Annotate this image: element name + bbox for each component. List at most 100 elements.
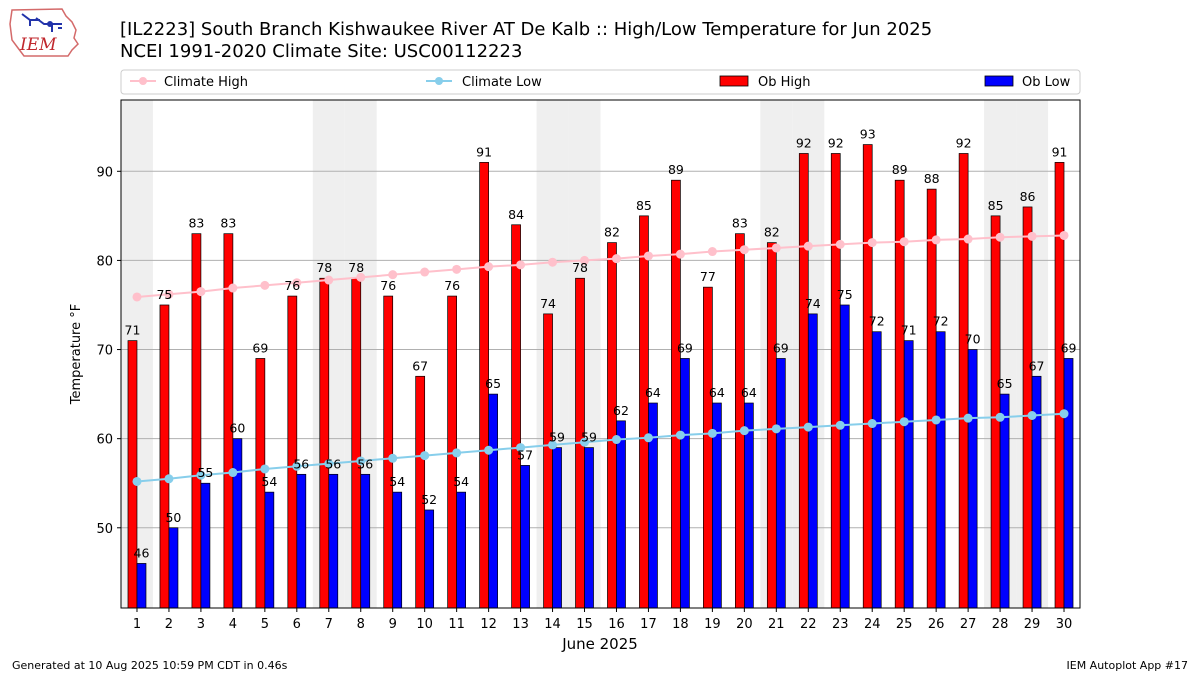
- y-tick-label: 70: [96, 344, 113, 359]
- climate-lines: [132, 230, 1069, 486]
- x-tick-label: 23: [832, 617, 849, 632]
- ob-high-bar: [159, 304, 170, 609]
- ob-high-label: 89: [668, 162, 684, 177]
- ob-low-label: 59: [581, 430, 597, 445]
- x-tick-label: 12: [480, 617, 497, 632]
- climate-high-point: [1059, 230, 1069, 240]
- climate-high-point: [228, 283, 238, 293]
- station-icon: [21, 13, 62, 32]
- ob-low-bar: [360, 473, 371, 609]
- climate-high-point: [580, 255, 590, 265]
- ob-low-bar: [552, 447, 562, 609]
- ob-high-bar: [1022, 206, 1033, 609]
- x-tick-label: 22: [800, 617, 817, 632]
- ob-high-label: 76: [284, 278, 300, 293]
- ob-low-bar: [584, 447, 594, 609]
- ob-high-label: 93: [860, 127, 876, 142]
- climate-high-point: [995, 232, 1005, 242]
- ob-low-bar: [328, 473, 339, 609]
- legend-label-ob-low: Ob Low: [1022, 75, 1071, 90]
- ob-high-label: 85: [636, 198, 652, 213]
- x-tick-label: 4: [229, 617, 237, 632]
- x-tick-label: 8: [357, 617, 365, 632]
- climate-low-point: [611, 435, 621, 445]
- climate-high-point: [452, 264, 462, 274]
- ob-high-label: 85: [988, 198, 1004, 213]
- ob-high-bar: [319, 277, 330, 609]
- chart-title: [IL2223] South Branch Kishwaukee River A…: [120, 19, 932, 40]
- x-tick-label: 26: [928, 617, 945, 632]
- x-tick-label: 14: [544, 617, 561, 632]
- climate-high-point: [356, 272, 366, 282]
- ob-low-bar: [424, 509, 435, 609]
- climate-high-point: [739, 245, 749, 255]
- y-tick-label: 90: [96, 165, 113, 180]
- ob-high-bar: [351, 277, 362, 609]
- bars: [127, 144, 1074, 609]
- x-tick-label: 28: [992, 617, 1009, 632]
- ob-low-bar: [520, 465, 530, 609]
- ob-low-label: 60: [229, 421, 245, 436]
- ob-low-label: 54: [453, 474, 469, 489]
- ob-high-label: 83: [188, 216, 204, 231]
- climate-high-point: [675, 249, 685, 259]
- iowa-outline-icon: [9, 8, 79, 57]
- x-tick-label: 3: [197, 617, 205, 632]
- ob-high-label: 77: [700, 269, 716, 284]
- y-axis: 50 60 70 80 90: [96, 165, 121, 537]
- climate-high-point: [164, 289, 174, 299]
- ob-low-bar: [903, 340, 914, 609]
- climate-high-line: [136, 234, 1065, 298]
- ob-low-label: 75: [837, 287, 853, 302]
- climate-high-point: [867, 238, 877, 248]
- ob-high-bar: [511, 224, 521, 609]
- legend: Climate High Climate Low Ob High Ob Low: [120, 69, 1081, 95]
- climate-high-point: [1027, 231, 1037, 241]
- ob-low-bar: [200, 482, 211, 609]
- x-tick-label: 19: [704, 617, 721, 632]
- x-tick-label: 1: [133, 617, 141, 632]
- ob-low-bar: [807, 313, 818, 609]
- climate-low-line: [136, 412, 1065, 483]
- ob-low-bar: [264, 491, 275, 609]
- app-text: IEM Autoplot App #17: [1067, 659, 1189, 672]
- ob-high-label: 74: [540, 296, 556, 311]
- climate-low-point: [675, 430, 685, 440]
- ob-high-label: 91: [1052, 144, 1068, 159]
- ob-low-bar: [839, 304, 850, 609]
- ob-high-bar: [926, 188, 937, 609]
- ob-low-bar: [168, 527, 179, 609]
- x-tick-label: 24: [864, 617, 881, 632]
- ob-low-bar: [935, 331, 946, 609]
- climate-low-point: [931, 415, 941, 425]
- ob-high-label: 71: [125, 323, 141, 338]
- ob-low-bar: [967, 349, 978, 609]
- ob-high-bar: [990, 215, 1001, 609]
- ob-low-label: 67: [1029, 358, 1045, 373]
- legend-label-climate-high: Climate High: [164, 75, 248, 90]
- ob-high-bar: [671, 179, 681, 609]
- x-tick-label: 17: [640, 617, 657, 632]
- x-axis: 1 2 3 4 5 6 7 8 9 10 11 12 13 14 15 16 17 18 19 20 21 22 23 24 2…: [133, 608, 1072, 632]
- ob-low-bar: [1031, 375, 1042, 609]
- ob-low-label: 56: [325, 456, 341, 471]
- climate-low-point: [420, 451, 430, 461]
- iem-logo[interactable]: IEM: [9, 8, 79, 57]
- climate-low-point: [1027, 410, 1037, 420]
- chart-subtitle: NCEI 1991-2020 Climate Site: USC00112223: [120, 41, 522, 62]
- climate-high-point: [835, 239, 845, 249]
- legend-frame: [120, 69, 1081, 95]
- ob-high-bar: [127, 340, 138, 609]
- climate-high-point: [899, 237, 909, 247]
- ob-high-label: 82: [604, 225, 620, 240]
- ob-low-label: 57: [517, 447, 533, 462]
- climate-high-point: [260, 280, 270, 290]
- climate-low-point: [132, 476, 142, 486]
- climate-low-point: [867, 419, 877, 429]
- ob-high-bar: [1054, 162, 1065, 609]
- x-tick-label: 16: [608, 617, 625, 632]
- climate-low-point: [899, 417, 909, 427]
- ob-high-bar: [287, 295, 298, 609]
- x-tick-label: 29: [1024, 617, 1041, 632]
- x-tick-label: 7: [325, 617, 333, 632]
